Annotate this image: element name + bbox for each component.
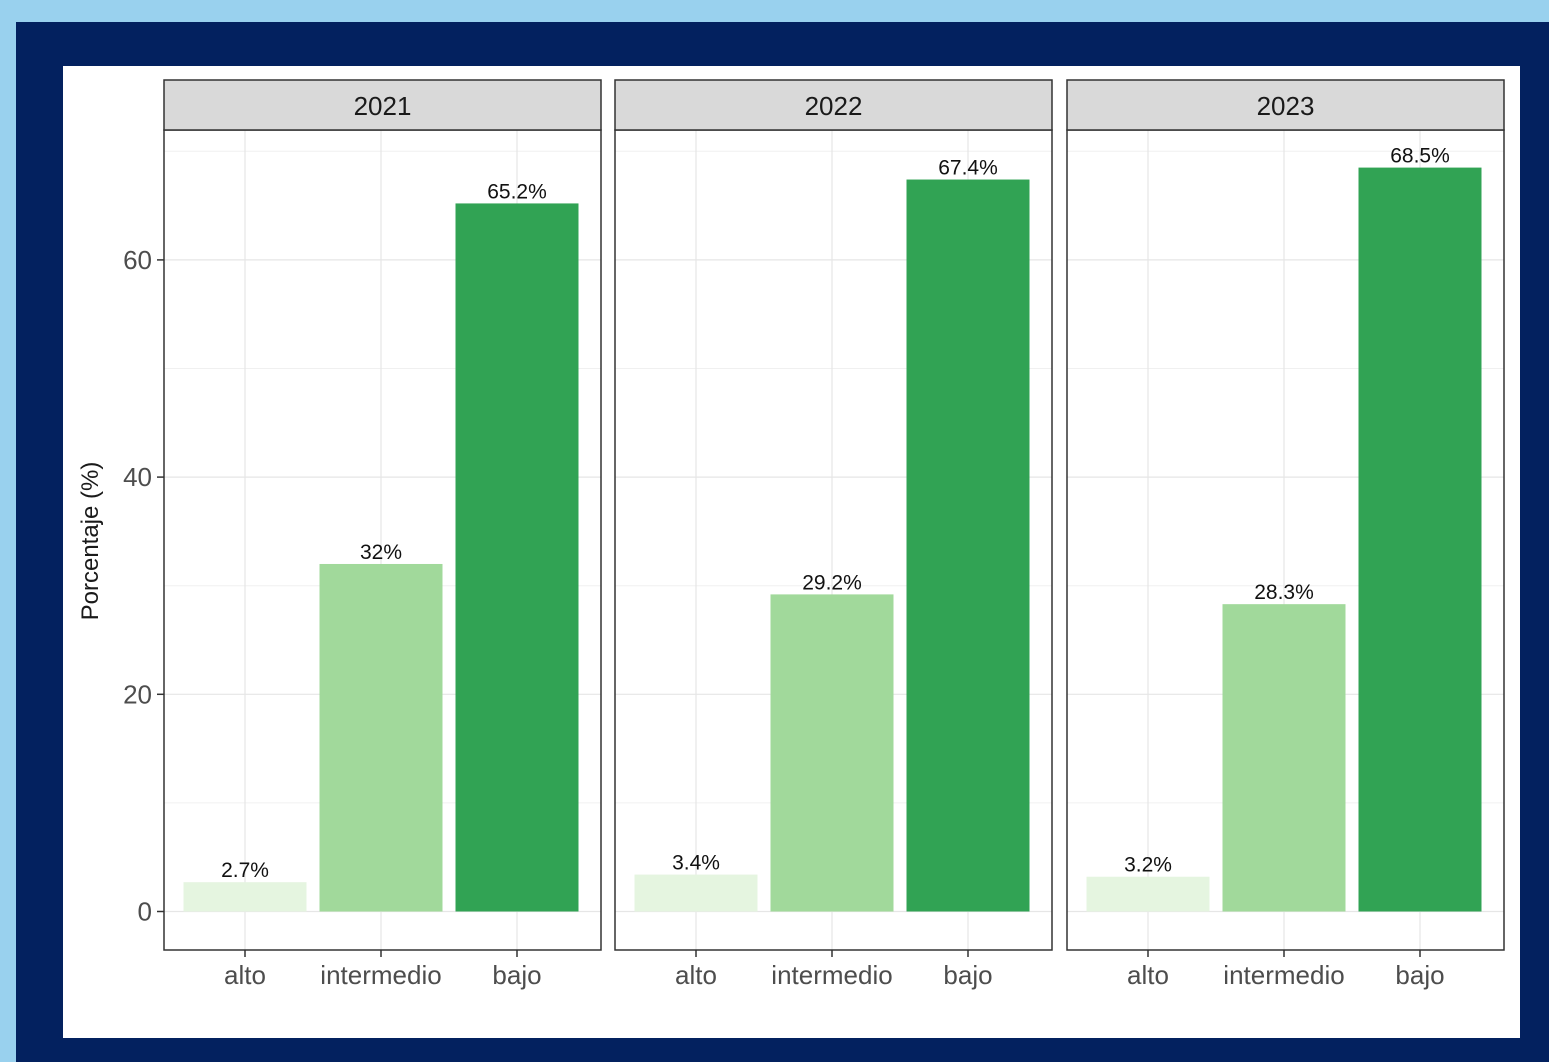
y-tick-label: 60 [123, 245, 152, 275]
facet-label: 2021 [354, 91, 412, 121]
bar-bajo [1358, 167, 1482, 912]
bar-bajo [906, 179, 1030, 912]
bar-intermedio [770, 594, 894, 912]
bar-intermedio [319, 563, 443, 912]
x-tick-label: intermedio [771, 960, 892, 990]
x-tick-label: intermedio [1223, 960, 1344, 990]
data-label: 65.2% [487, 180, 547, 203]
x-tick-label: alto [675, 960, 717, 990]
y-tick-label: 40 [123, 462, 152, 492]
bar-intermedio [1222, 604, 1346, 912]
data-label: 3.4% [672, 852, 720, 875]
data-label: 67.4% [938, 157, 998, 180]
x-tick-label: alto [1127, 960, 1169, 990]
bar-alto [1086, 876, 1210, 912]
data-label: 2.7% [221, 859, 269, 882]
x-tick-label: bajo [1395, 960, 1444, 990]
facet-label: 2022 [805, 91, 863, 121]
data-label: 3.2% [1124, 854, 1172, 877]
y-tick-label: 20 [123, 679, 152, 709]
bar-bajo [455, 203, 579, 912]
y-tick-label: 0 [138, 897, 152, 927]
x-tick-label: intermedio [320, 960, 441, 990]
facet-strip [163, 79, 602, 131]
bar-alto [183, 882, 307, 912]
data-label: 28.3% [1254, 581, 1314, 604]
facet-strip [1066, 79, 1505, 131]
facet-strip [614, 79, 1053, 131]
data-label: 29.2% [802, 571, 862, 594]
facet-label: 2023 [1257, 91, 1315, 121]
x-tick-label: alto [224, 960, 266, 990]
data-label: 68.5% [1390, 145, 1450, 168]
data-label: 32% [360, 541, 402, 564]
y-axis-label: Porcentaje (%) [77, 462, 104, 621]
bar-alto [634, 874, 758, 912]
x-tick-label: bajo [943, 960, 992, 990]
x-tick-label: bajo [492, 960, 541, 990]
